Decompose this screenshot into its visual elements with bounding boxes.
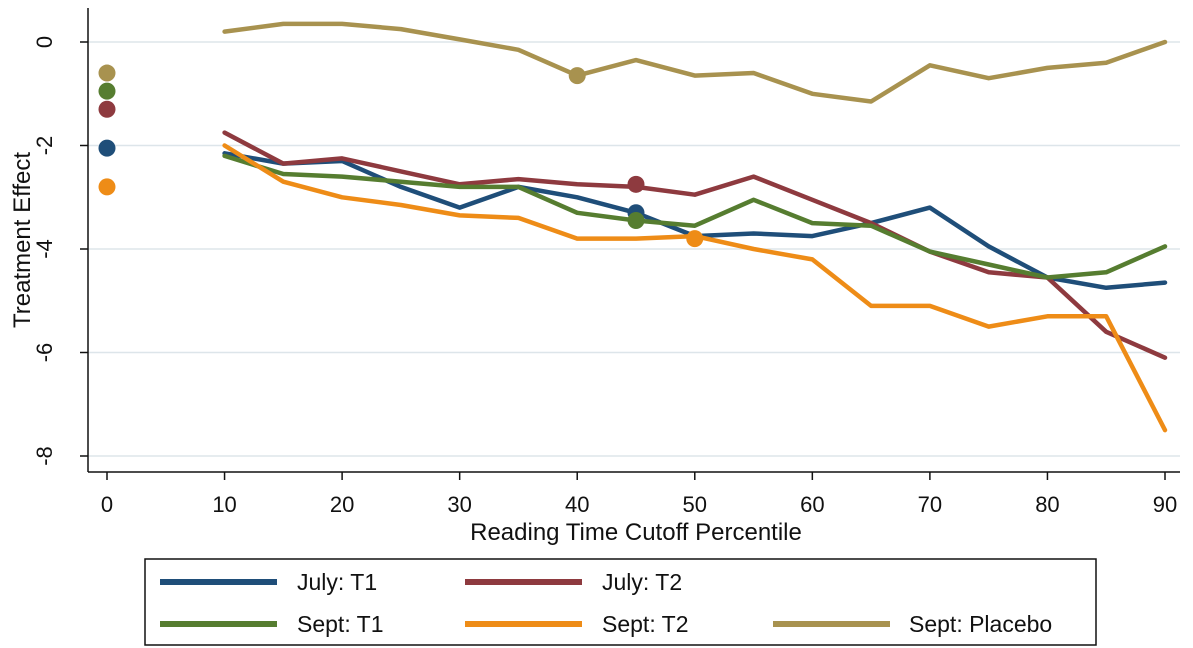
y-tick-label: -4 xyxy=(32,239,57,259)
legend-box xyxy=(144,558,1097,646)
series-marker-1 xyxy=(627,175,645,193)
gridlines xyxy=(88,41,1180,457)
series-line-3 xyxy=(222,143,1168,433)
legend-label-0: July: T1 xyxy=(297,569,377,595)
y-tick-label: 0 xyxy=(32,36,57,48)
legend-label-3: Sept: T2 xyxy=(602,611,689,637)
series-line-4 xyxy=(222,21,1168,104)
y-axis-title: Treatment Effect xyxy=(9,152,36,328)
series-marker-1 xyxy=(98,100,116,118)
legend-label-2: Sept: T1 xyxy=(297,611,384,637)
x-tick-label: 80 xyxy=(1035,492,1059,517)
series-marker-3 xyxy=(98,178,116,196)
x-tick-label: 10 xyxy=(212,492,236,517)
series-marker-4 xyxy=(568,67,586,85)
series-markers xyxy=(98,64,704,248)
series-marker-0 xyxy=(98,139,116,157)
legend-label-4: Sept: Placebo xyxy=(909,611,1052,637)
series-line-2 xyxy=(222,153,1168,280)
series-marker-2 xyxy=(627,212,645,230)
series-lines xyxy=(222,21,1168,433)
series-line-0 xyxy=(222,151,1168,291)
axes xyxy=(87,8,1180,473)
y-tick-label: -2 xyxy=(32,136,57,156)
x-axis-title: Reading Time Cutoff Percentile xyxy=(470,519,802,546)
x-ticks: 0 10 20 30 40 50 60 70 80 90 xyxy=(101,472,1177,517)
y-tick-label: -6 xyxy=(32,343,57,363)
series-marker-4 xyxy=(98,64,116,82)
x-tick-label: 90 xyxy=(1153,492,1177,517)
series-marker-2 xyxy=(98,82,116,100)
legend-label-1: July: T2 xyxy=(602,569,682,595)
legend: July: T1 July: T2 Sept: T1 Sept: T2 Sept: Pl… xyxy=(144,558,1097,646)
x-tick-label: 50 xyxy=(683,492,707,517)
y-ticks: 0 -2 -4 -6 -8 xyxy=(32,36,88,466)
x-tick-label: 30 xyxy=(447,492,471,517)
x-tick-label: 40 xyxy=(565,492,589,517)
y-tick-label: -8 xyxy=(32,446,57,466)
x-tick-label: 0 xyxy=(101,492,113,517)
x-tick-label: 20 xyxy=(330,492,354,517)
x-tick-label: 60 xyxy=(800,492,824,517)
series-marker-3 xyxy=(686,230,704,248)
series-line-1 xyxy=(222,130,1168,360)
x-tick-label: 70 xyxy=(918,492,942,517)
